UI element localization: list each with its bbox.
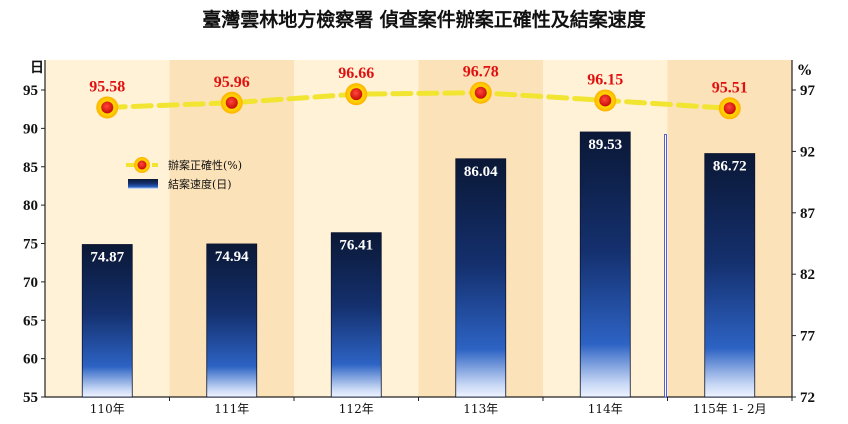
bar-value-label: 86.04 [464, 164, 498, 180]
x-tick-label: 112年 [339, 402, 374, 416]
period-divider [664, 134, 667, 398]
left-tick-label: 90 [23, 121, 38, 137]
line-marker [723, 102, 736, 115]
x-tick-label: 111年 [214, 402, 249, 416]
left-tick-label: 95 [23, 83, 38, 99]
right-tick-label: 92 [800, 144, 815, 160]
bar-value-label: 89.53 [588, 137, 622, 153]
bar [579, 131, 631, 398]
line-marker [474, 86, 487, 99]
bar [704, 153, 756, 398]
x-tick-label: 114年 [588, 402, 623, 416]
legend-label-line: 辦案正確性(%) [168, 158, 242, 172]
right-tick-label: 97 [800, 83, 816, 99]
legend-item-bar: 結案速度(日) [128, 177, 232, 191]
right-tick-label: 82 [800, 267, 815, 283]
line-value-label: 95.58 [89, 78, 125, 95]
left-tick-label: 80 [23, 198, 38, 214]
bar [206, 243, 258, 398]
line-marker [225, 96, 238, 109]
left-tick-label: 85 [23, 160, 38, 176]
bar-value-label: 74.87 [90, 249, 124, 265]
line-series [96, 81, 741, 120]
line-value-label: 96.15 [587, 71, 623, 88]
right-axis-unit: % [798, 63, 811, 79]
chart-title: 臺灣雲林地方檢察署 偵查案件辦案正確性及結案速度 [202, 8, 647, 31]
line-value-label: 95.96 [214, 74, 250, 91]
left-tick-label: 55 [23, 390, 38, 406]
line-marker [101, 101, 114, 114]
bar-value-label: 74.94 [215, 249, 249, 265]
line-path [104, 90, 733, 111]
plot-background [45, 60, 792, 397]
axes: 55 60 65 70 75 80 85 90 95 72 77 82 87 92 97 110年 111年 11… [23, 60, 816, 416]
left-tick-label: 65 [23, 313, 38, 329]
line-marker [599, 94, 612, 107]
x-tick-label: 110年 [90, 402, 125, 416]
right-tick-label: 72 [800, 390, 815, 406]
bar-value-label: 76.41 [339, 238, 373, 254]
right-tick-label: 77 [800, 329, 816, 345]
right-tick-label: 87 [800, 206, 816, 222]
legend-label-bar: 結案速度(日) [168, 177, 232, 191]
line-value-label: 95.51 [712, 79, 748, 96]
left-tick-label: 75 [23, 237, 38, 253]
bar [81, 244, 133, 398]
line-marker [350, 88, 363, 101]
line-value-label: 96.78 [463, 64, 499, 81]
legend-item-line: 辦案正確性(%) [126, 157, 242, 173]
bar-series [81, 131, 756, 398]
bar-value-label: 86.72 [713, 159, 747, 175]
data-labels: 74.87 74.94 76.41 86.04 89.53 86.72 95.58 95.96… [89, 64, 748, 266]
left-axis-unit: 日 [30, 60, 44, 76]
x-tick-label: 115年 1- 2月 [693, 402, 767, 416]
legend: 辦案正確性(%) 結案速度(日) [126, 157, 242, 191]
line-value-label: 96.66 [338, 65, 374, 82]
x-tick-label: 113年 [463, 402, 498, 416]
bar [330, 232, 382, 398]
bar [455, 158, 507, 398]
left-tick-label: 70 [23, 275, 38, 291]
left-tick-label: 60 [23, 352, 38, 368]
